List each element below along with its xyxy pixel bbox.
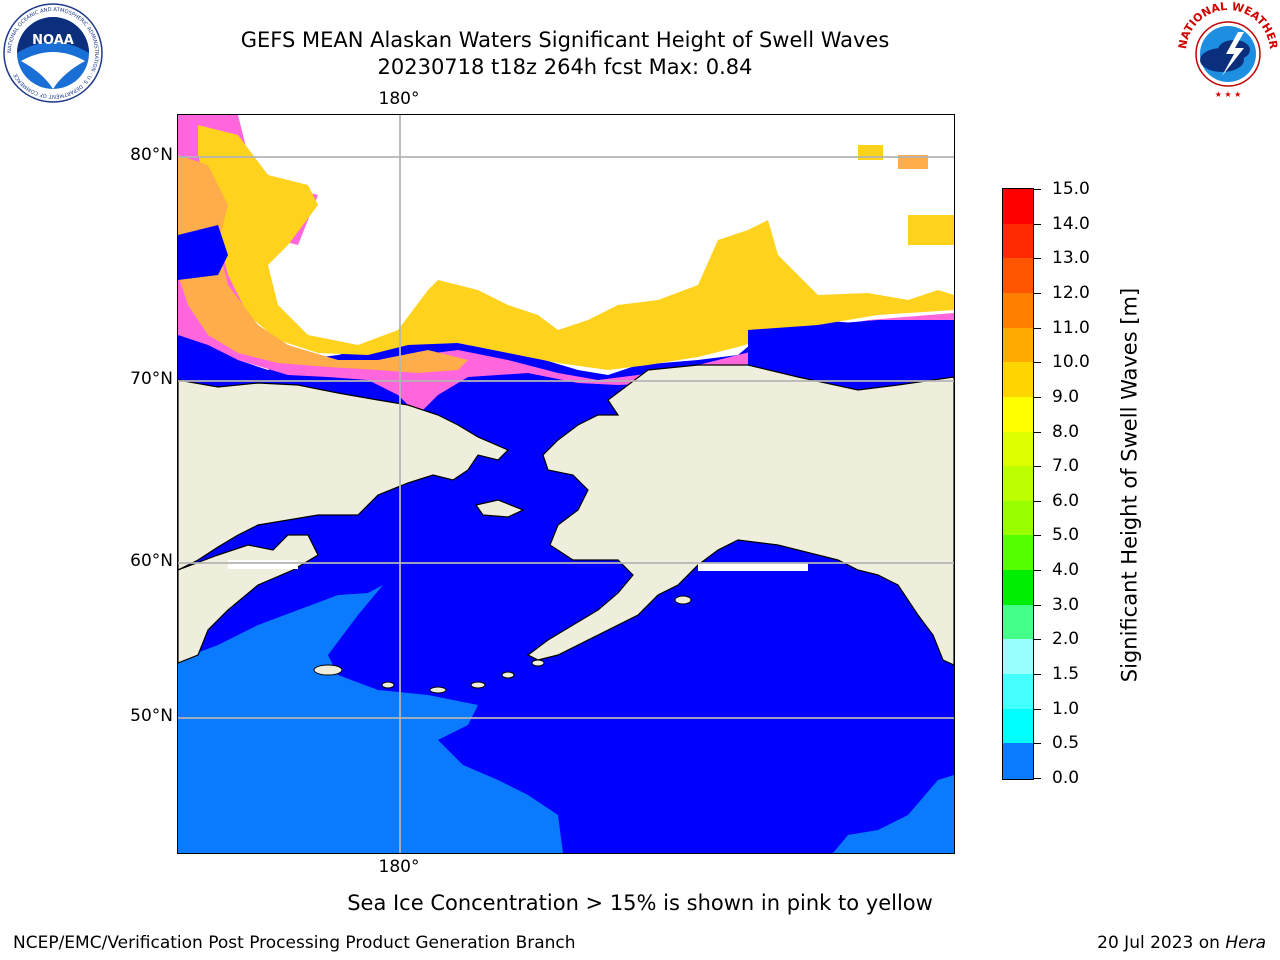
colorbar-segment [1003,535,1033,572]
colorbar-segment [1003,189,1033,225]
colorbar-tick-label: 5.0 [1052,525,1080,546]
colorbar-tick-mark [1034,708,1041,710]
land-siberia [178,379,510,571]
lon-tick-top: 180° [378,89,420,109]
colorbar-segment [1003,396,1033,433]
colorbar-tick-mark [1034,778,1041,779]
sea-ice-patch-3 [908,215,954,245]
aleutian-islands [313,595,692,694]
lat-tick-60: 60°N [130,551,173,571]
lat-tick-80: 80°N [130,145,173,165]
chart-title-line1: GEFS MEAN Alaskan Waters Significant Hei… [240,28,890,52]
coastal-ice-okhotsk [228,560,298,569]
land-alaska [526,364,954,666]
lat-tick-70: 70°N [130,369,173,389]
swell-region-southwest [178,585,563,853]
colorbar-segment [1003,223,1033,260]
colorbar-tick-mark [1034,327,1041,329]
colorbar-tick-label: 2.0 [1052,629,1080,650]
colorbar-label: Significant Height of Swell Waves [m] [1117,287,1142,683]
colorbar-tick-label: 0.0 [1052,768,1080,788]
nws-logo: NATIONAL WEATHER SERVICE ★ ★ ★ [1178,2,1278,100]
footer-host: Hera [1225,933,1266,953]
colorbar-tick-mark [1034,431,1041,433]
lat-tick-50: 50°N [130,706,173,726]
colorbar-tick-label: 1.0 [1052,698,1080,719]
colorbar-tick-label: 11.0 [1052,317,1090,338]
colorbar-tick-label: 1.5 [1052,664,1080,685]
sea-ice-yellow [198,125,954,370]
colorbar-tick-mark [1034,189,1041,190]
colorbar-tick-mark [1034,500,1041,502]
noaa-logo: NOAA NATIONAL OCEANIC AND ATMOSPHERIC AD… [3,3,103,103]
colorbar-tick-label: 15.0 [1052,179,1090,199]
colorbar-segment [1003,258,1033,294]
chart-title-line2: 20230718 t18z 264h fcst Max: 0.84 [377,55,753,79]
open-water-west [178,225,228,280]
colorbar-tick-mark [1034,466,1041,468]
colorbar-segment [1003,466,1033,502]
footer-date-text: 20 Jul 2023 on [1097,933,1226,953]
footer-credit: NCEP/EMC/Verification Post Processing Pr… [13,933,576,953]
swell-region-southeast [833,775,954,853]
colorbar-segment [1003,708,1033,745]
colorbar-tick-mark [1034,396,1041,398]
colorbar-tick-label: 7.0 [1052,456,1080,477]
footer-date: 20 Jul 2023 on Hera [1097,933,1266,953]
colorbar-segment [1003,743,1033,779]
open-water-beaufort [748,320,954,395]
colorbar-tick-mark [1034,535,1041,537]
map-panel [177,114,955,854]
sea-ice-orange [178,155,468,373]
colorbar-tick-mark [1034,674,1041,676]
map-gridlines [178,115,954,853]
colorbar-tick-label: 8.0 [1052,421,1080,442]
colorbar-tick-label: 9.0 [1052,386,1080,407]
colorbar-tick-label: 4.0 [1052,560,1080,581]
colorbar-tick-mark [1034,570,1041,572]
colorbar-tick-label: 6.0 [1052,490,1080,511]
noaa-logo-text: NOAA [32,33,74,48]
colorbar-tick-label: 3.0 [1052,594,1080,615]
lon-tick-bottom: 180° [378,857,420,877]
map-svg [178,115,954,853]
colorbar-segment [1003,570,1033,606]
colorbar-segment [1003,639,1033,676]
colorbar [1002,188,1034,780]
colorbar-tick-label: 13.0 [1052,248,1090,269]
colorbar-segment [1003,674,1033,710]
coastal-ice-gulf [698,563,808,571]
colorbar-tick-mark [1034,639,1041,641]
sea-ice-footnote: Sea Ice Concentration > 15% is shown in … [347,891,933,915]
colorbar-tick-mark [1034,743,1041,745]
colorbar-segment [1003,604,1033,641]
colorbar-segment [1003,431,1033,468]
colorbar-tick-mark [1034,258,1041,260]
svg-text:★ ★ ★: ★ ★ ★ [1215,90,1242,99]
colorbar-segment [1003,327,1033,364]
colorbar-tick-mark [1034,292,1041,294]
colorbar-tick-label: 10.0 [1052,352,1090,373]
colorbar-tick-mark [1034,604,1041,606]
colorbar-segment [1003,362,1033,398]
land-st-lawrence [474,499,525,518]
colorbar-tick-mark [1034,362,1041,364]
sea-ice-patch-2 [898,155,928,169]
colorbar-segment [1003,292,1033,329]
colorbar-tick-mark [1034,223,1041,225]
colorbar-tick-label: 0.5 [1052,733,1080,754]
colorbar-tick-label: 12.0 [1052,282,1090,303]
colorbar-segment [1003,500,1033,537]
colorbar-tick-label: 14.0 [1052,213,1090,234]
